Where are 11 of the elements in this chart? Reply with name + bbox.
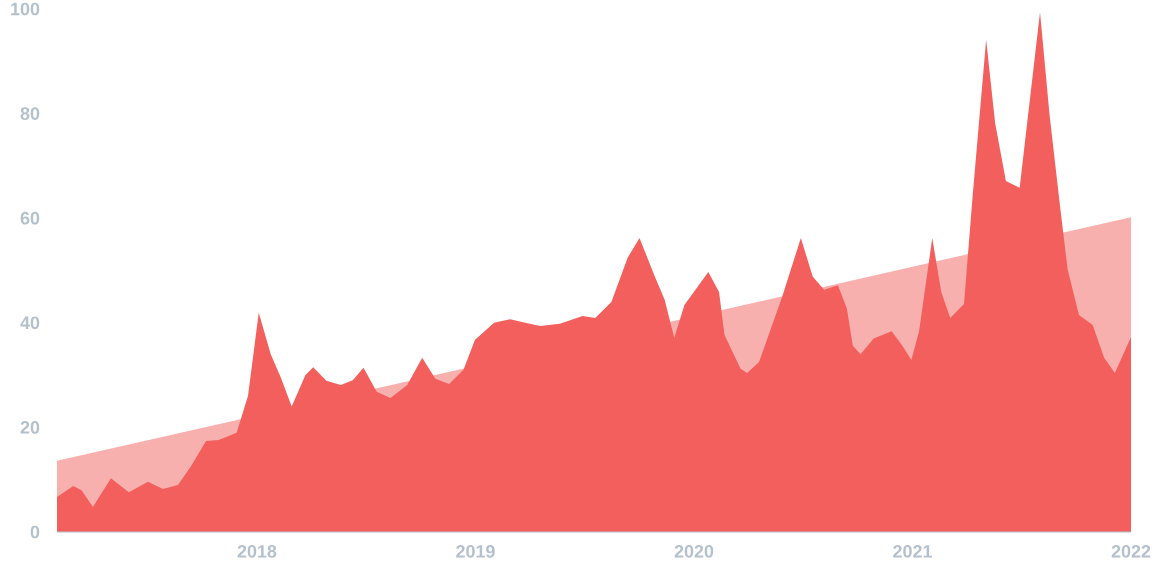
y-tick-label: 0 [30,525,40,539]
x-tick-label: 2019 [456,545,495,558]
y-tick-label: 100 [11,2,40,16]
x-tick-label: 2018 [237,545,277,558]
x-tick-label: 2022 [1111,545,1151,558]
x-tick-label: 2021 [893,545,932,558]
y-tick-label: 20 [20,421,40,434]
x-tick-label: 2020 [674,545,714,558]
y-tick-label: 80 [20,107,40,120]
y-tick-label: 60 [20,211,40,225]
y-tick-label: 40 [20,316,40,330]
